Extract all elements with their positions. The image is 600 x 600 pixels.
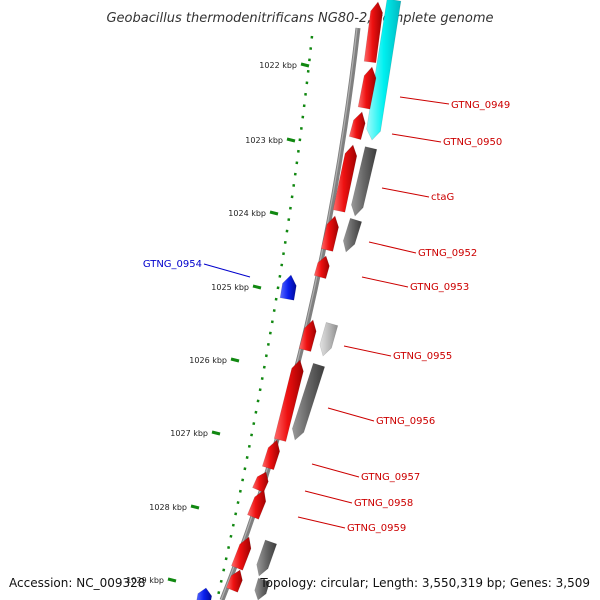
- leader-line: [343, 345, 392, 357]
- gene-track: [196, 0, 402, 600]
- tick-label: 1029 kbp: [126, 576, 164, 585]
- leader-line: [381, 187, 430, 198]
- gene-label[interactable]: GTNG_0953: [410, 282, 469, 293]
- tick-mark: [230, 357, 240, 363]
- gene-arrow-blue: [196, 587, 213, 600]
- gene-arrow-red: [320, 215, 339, 252]
- gene-arrow-red: [332, 144, 358, 213]
- tick-label: 1024 kbp: [228, 209, 266, 218]
- gene-label[interactable]: GTNG_0957: [361, 472, 420, 483]
- map-title: Geobacillus thermodenitrificans NG80-2, …: [106, 11, 493, 26]
- backbone-highlight: [220, 27, 358, 600]
- gene-arrow-red: [252, 471, 269, 493]
- ruler-dotted-arc: [216, 35, 314, 597]
- gene-label[interactable]: GTNG_0959: [347, 523, 406, 534]
- gene-label[interactable]: GTNG_0958: [354, 498, 413, 509]
- leader-line: [304, 490, 353, 504]
- leader-line: [203, 263, 251, 278]
- tick-label: 1022 kbp: [259, 61, 297, 70]
- gene-arrow-red: [363, 1, 383, 64]
- gene-arrow-blue: [279, 274, 297, 301]
- gene-arrow-red: [247, 489, 267, 520]
- gene-label[interactable]: ctaG: [431, 192, 454, 203]
- gene-arrow-red: [231, 536, 252, 571]
- tick-mark: [269, 210, 279, 216]
- tick-mark: [300, 62, 310, 68]
- gene-label[interactable]: GTNG_0950: [443, 137, 502, 148]
- gene-arrow-red: [273, 359, 304, 442]
- leader-line: [391, 133, 442, 143]
- leader-line: [399, 96, 450, 105]
- gene-arrow-gray: [342, 217, 363, 253]
- tick-label: 1025 kbp: [211, 283, 249, 292]
- gene-arrow-red: [348, 111, 366, 140]
- gene-arrow-red: [261, 439, 281, 471]
- tick-label: 1023 kbp: [245, 136, 283, 145]
- gene-arrow-gray: [291, 362, 326, 441]
- tick-label: 1026 kbp: [189, 356, 227, 365]
- tick-mark: [211, 430, 221, 436]
- gene-arrow-gray: [254, 577, 271, 600]
- tick-mark: [167, 577, 177, 583]
- gene-labels: GTNG_0949 GTNG_0950 ctaG GTNG_0952 GTNG_0953…: [143, 96, 510, 534]
- gene-label[interactable]: GTNG_0949: [451, 100, 510, 111]
- tick-label: 1028 kbp: [149, 503, 187, 512]
- gene-arrow-red: [313, 255, 330, 279]
- gene-arrow-gray: [256, 539, 278, 577]
- tick-ruler: 1022 kbp 1023 kbp 1024 kbp 1025 kbp 1026 kbp…: [126, 35, 314, 597]
- gene-arrow-red: [357, 66, 377, 110]
- tick-mark: [190, 504, 200, 510]
- gene-arrow-lightgray: [319, 322, 339, 357]
- tick-marks: 1022 kbp 1023 kbp 1024 kbp 1025 kbp 1026 kbp…: [126, 61, 310, 585]
- gene-arrow-red: [226, 569, 243, 593]
- gene-label[interactable]: GTNG_0954: [143, 259, 202, 270]
- genome-backbone: [219, 27, 361, 600]
- tick-label: 1027 kbp: [170, 429, 208, 438]
- leader-line: [368, 241, 417, 254]
- accession-text: Accession: NC_009328: [9, 576, 146, 590]
- gene-arrow-red: [298, 319, 317, 352]
- leader-line: [311, 463, 360, 478]
- gene-label[interactable]: GTNG_0956: [376, 416, 435, 427]
- tick-mark: [252, 284, 262, 290]
- gene-arrow-gray: [351, 146, 378, 217]
- leader-line: [361, 276, 409, 288]
- gene-label[interactable]: GTNG_0955: [393, 351, 452, 362]
- leader-line: [327, 407, 375, 422]
- gene-label[interactable]: GTNG_0952: [418, 248, 477, 259]
- tick-mark: [286, 137, 296, 143]
- backbone-line: [219, 27, 361, 600]
- topology-text: Topology: circular; Length: 3,550,319 bp…: [260, 576, 590, 590]
- leader-line: [297, 516, 346, 529]
